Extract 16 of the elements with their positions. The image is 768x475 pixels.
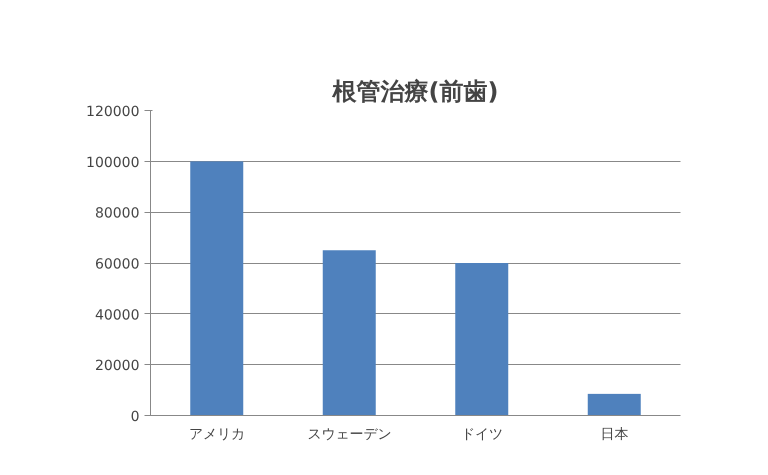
bar bbox=[190, 161, 244, 416]
x-tick-label: アメリカ bbox=[188, 426, 245, 442]
bar bbox=[322, 250, 376, 416]
bar bbox=[588, 394, 641, 416]
y-tick-label: 100000 bbox=[86, 154, 140, 171]
y-tick-label: 120000 bbox=[86, 104, 140, 120]
y-tick-label: 60000 bbox=[94, 256, 140, 272]
y-tick-label: 20000 bbox=[94, 358, 140, 374]
bar bbox=[455, 263, 508, 416]
chart-title: 根管治療(前歯) bbox=[332, 78, 498, 106]
y-tick-label: 40000 bbox=[94, 307, 140, 324]
y-tick-label: 80000 bbox=[94, 206, 140, 222]
y-tick-label: 0 bbox=[130, 409, 140, 425]
x-tick-label: ドイツ bbox=[460, 426, 503, 442]
x-tick-label: 日本 bbox=[600, 426, 628, 442]
x-tick-label: スウェーデン bbox=[307, 426, 392, 442]
